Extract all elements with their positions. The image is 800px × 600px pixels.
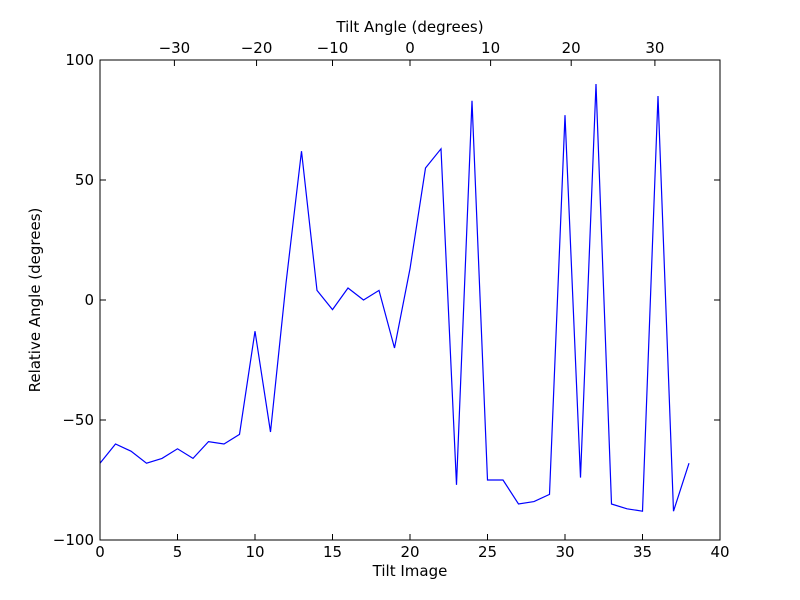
top-tick-label: 0 <box>405 39 415 57</box>
x-tick-label: 35 <box>633 543 652 561</box>
x-tick-label: 40 <box>710 543 729 561</box>
y-tick-label: 50 <box>75 171 94 189</box>
series-line-0 <box>99 83 690 512</box>
top-x-axis-title: Tilt Angle (degrees) <box>335 18 483 36</box>
x-tick-label: 15 <box>323 543 342 561</box>
top-tick-label: 30 <box>645 39 664 57</box>
y-axis-title: Relative Angle (degrees) <box>26 208 44 393</box>
top-tick-label: −10 <box>317 39 349 57</box>
top-tick-label: −20 <box>241 39 273 57</box>
top-tick-label: −30 <box>159 39 191 57</box>
y-tick-label: 100 <box>65 51 94 69</box>
x-tick-label: 10 <box>245 543 264 561</box>
plot-area <box>99 83 690 512</box>
y-tick-label: −100 <box>53 531 94 549</box>
x-axis-title: Tilt Image <box>372 562 448 580</box>
x-tick-label: 25 <box>478 543 497 561</box>
x-tick-label: 0 <box>95 543 105 561</box>
top-tick-label: 10 <box>481 39 500 57</box>
x-tick-label: 20 <box>400 543 419 561</box>
x-tick-label: 30 <box>555 543 574 561</box>
x-tick-label: 5 <box>173 543 183 561</box>
top-tick-label: 20 <box>562 39 581 57</box>
y-tick-label: 0 <box>84 291 94 309</box>
y-tick-label: −50 <box>62 411 94 429</box>
